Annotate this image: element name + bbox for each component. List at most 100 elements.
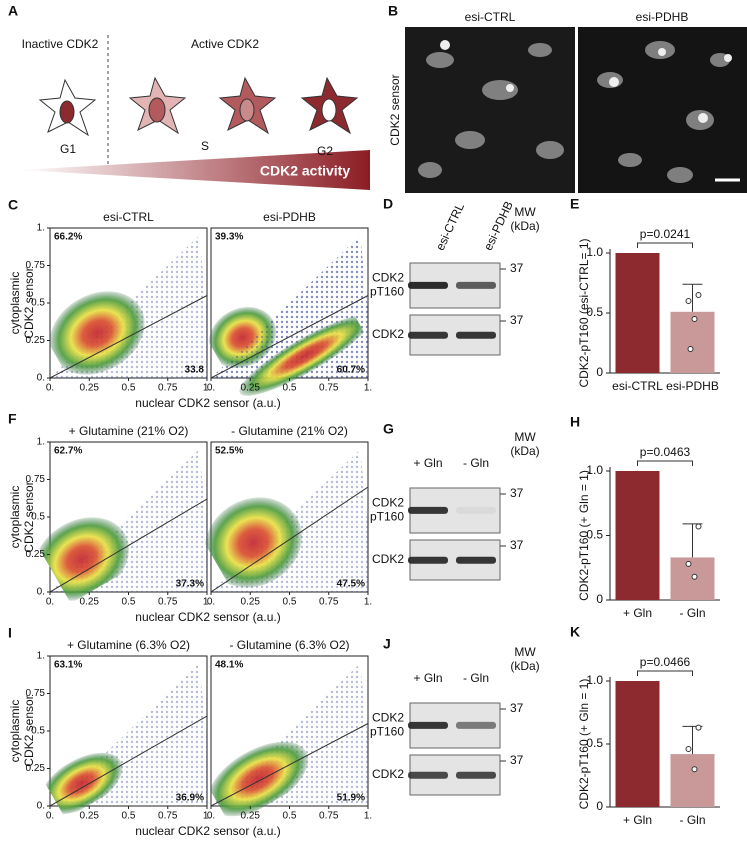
gate-line [211, 295, 368, 378]
x-tick-label: 1. [203, 597, 211, 608]
y-label: CDK2 sensor [22, 481, 36, 552]
marker-label: 37 [510, 753, 524, 767]
y-tick-label: 1.0 [586, 463, 603, 477]
row-label: CDK2 [372, 552, 404, 566]
plot-title: esi-PDHB [263, 210, 316, 224]
y-tick-label: 0.5 [586, 528, 603, 542]
phase-label: S [201, 139, 209, 153]
marker-label: 37 [510, 313, 524, 327]
plot-title: + Glutamine (6.3% O2) [67, 638, 190, 652]
y-tick-label: 1. [37, 651, 45, 662]
y-tick-label: 0 [596, 365, 603, 379]
density-cloud [33, 517, 129, 601]
bar [670, 754, 715, 807]
x-tick-label: 0.25 [241, 811, 261, 822]
state-label: Active CDK2 [191, 37, 259, 51]
y-tick-label: 0.75 [26, 474, 46, 485]
density-cloud [49, 291, 145, 375]
panel-label: C [8, 197, 18, 213]
x-tick-label: 0.5 [122, 383, 136, 394]
x-tick-label: 1. [203, 811, 211, 822]
x-tick-label: 0. [207, 383, 215, 394]
row-label: CDK2 [372, 767, 404, 781]
x-tick-label: 0.5 [283, 383, 297, 394]
x-tick-label: 1. [364, 811, 372, 822]
column-title: esi-PDHB [636, 10, 689, 24]
x-tick-label: + Gln [623, 606, 652, 620]
gate-line [50, 715, 207, 806]
marker-label: 37 [510, 486, 524, 500]
gate-percent: 37.3% [176, 579, 204, 590]
y-tick-label: 0.5 [31, 512, 45, 523]
panel-label: B [388, 3, 398, 19]
y-label: cytoplasmic [8, 486, 22, 549]
data-point [685, 560, 692, 567]
y-tick-label: 0.5 [31, 298, 45, 309]
y-tick-label: 0 [596, 592, 603, 606]
x-tick-label: 0. [46, 811, 54, 822]
band [456, 771, 496, 779]
y-label: cytoplasmic [8, 700, 22, 763]
phase-label: G2 [317, 144, 333, 158]
panel-label: J [383, 636, 391, 652]
band [408, 506, 448, 514]
band [456, 506, 496, 514]
panel-label: I [8, 625, 12, 641]
y-label: CDK2-pT160 (esi-CTRL= 1) [577, 238, 591, 387]
x-tick-label: esi-CTRL [612, 379, 663, 393]
y-label: CDK2-pT160 (+ Gln = 1) [577, 679, 591, 810]
gate-percent: 66.2% [54, 232, 82, 243]
plot-title: - Glutamine (6.3% O2) [229, 638, 349, 652]
mw-label: (kDa) [510, 659, 539, 673]
x-tick-label: 0.25 [80, 597, 100, 608]
x-tick-label: 0.75 [319, 811, 339, 822]
x-label: nuclear CDK2 sensor (a.u.) [135, 610, 280, 624]
row-label: CDK2 [372, 327, 404, 341]
row-label: pT160 [370, 285, 404, 299]
band [456, 331, 496, 339]
row-label: CDK2 [372, 271, 404, 285]
density-cloud [208, 741, 309, 817]
panel-label: D [383, 196, 393, 212]
x-tick-label: 1. [364, 597, 372, 608]
lane-label: - Gln [463, 671, 489, 685]
x-tick-label: 1. [364, 383, 372, 394]
mw-label: MW [514, 430, 536, 444]
plot-title: + Glutamine (21% O2) [69, 424, 189, 438]
x-label: nuclear CDK2 sensor (a.u.) [135, 396, 280, 410]
plot-title: - Glutamine (21% O2) [231, 424, 348, 438]
y-tick-label: 0. [37, 801, 45, 812]
y-tick-label: 0. [37, 587, 45, 598]
x-tick-label: + Gln [623, 813, 652, 827]
y-label: cytoplasmic [8, 272, 22, 335]
cell-icons [38, 76, 359, 137]
gate-percent: 39.3% [215, 232, 243, 243]
y-tick-label: 1. [37, 223, 45, 234]
significance-bracket [637, 670, 693, 676]
x-tick-label: - Gln [679, 813, 705, 827]
gate-line [211, 486, 368, 592]
data-point [695, 724, 702, 731]
p-value: p=0.0241 [640, 227, 691, 241]
x-tick-label: 0. [207, 811, 215, 822]
gate-percent: 33.8 [185, 365, 205, 376]
lane-label: + Gln [413, 671, 442, 685]
row-label: CDK2 [372, 496, 404, 510]
data-point [687, 346, 694, 352]
gradient-label: CDK2 activity [260, 163, 350, 179]
y-tick-label: 0.75 [26, 260, 46, 271]
y-tick-label: 0.75 [26, 688, 46, 699]
y-tick-label: 1.0 [586, 673, 603, 687]
bar [615, 253, 660, 373]
plot-title: esi-CTRL [103, 210, 154, 224]
density-cloud [204, 497, 302, 588]
x-tick-label: 0.75 [319, 597, 339, 608]
x-tick-label: 0.25 [80, 811, 100, 822]
x-tick-label: 0. [46, 597, 54, 608]
gate-percent: 52.5% [215, 446, 243, 457]
phase-label: G1 [60, 142, 76, 156]
gate-line [211, 723, 368, 806]
y-tick-label: 0.5 [586, 305, 603, 319]
x-tick-label: 0.75 [319, 383, 339, 394]
y-label: CDK2 sensor [22, 267, 36, 338]
